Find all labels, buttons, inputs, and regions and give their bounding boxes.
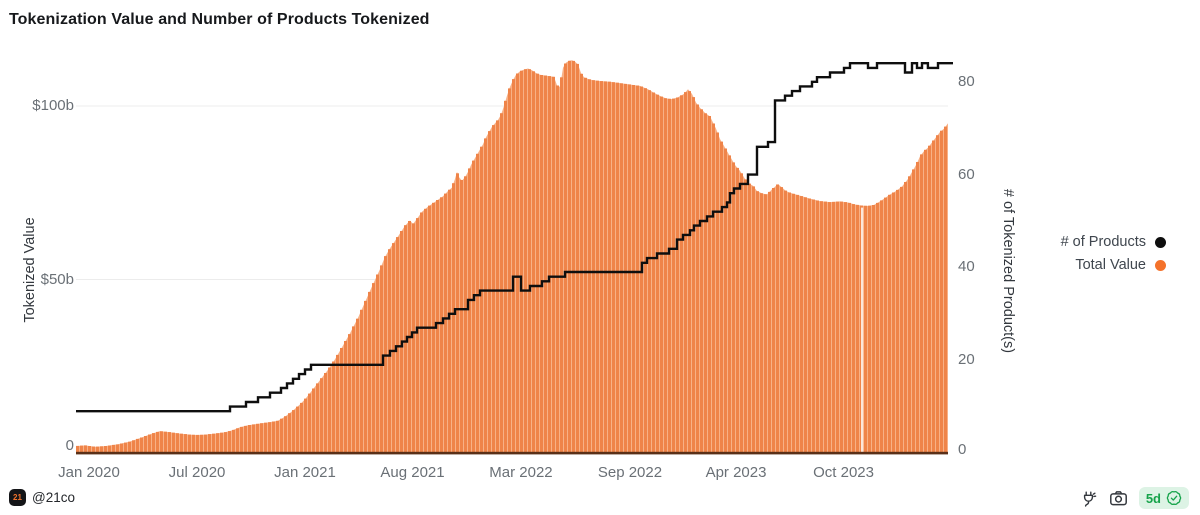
x-axis-tick-label: Oct 2023 xyxy=(813,464,874,481)
left-axis-tick-label: $100b xyxy=(32,97,74,114)
right-axis-tick-label: 20 xyxy=(958,351,975,369)
right-axis-tick-label: 60 xyxy=(958,165,975,183)
x-axis-tick-label: Sep 2022 xyxy=(597,464,663,481)
legend-item-products[interactable]: # of Products xyxy=(1061,234,1166,250)
right-axis-tick-label: 0 xyxy=(958,441,967,458)
legend-label: # of Products xyxy=(1060,234,1146,250)
x-axis-tick-label: Mar 2022 xyxy=(489,464,553,481)
total-value-legend-dot-icon xyxy=(1155,259,1166,271)
plot-area[interactable] xyxy=(76,50,956,457)
x-axis-tick-label: Jan 2020 xyxy=(58,464,120,481)
21co-logo-icon: 21 xyxy=(9,489,26,506)
widget-controls: 5d xyxy=(1079,487,1189,509)
x-axis-tick-label: Jul 2020 xyxy=(168,464,226,481)
page-title: Tokenization Value and Number of Product… xyxy=(9,11,430,28)
products-legend-dot-icon xyxy=(1155,236,1166,248)
legend-label: Total Value xyxy=(1075,257,1146,273)
author-handle[interactable]: @21co xyxy=(32,490,75,505)
x-axis-tick-label: Jan 2021 xyxy=(274,464,336,481)
x-axis-tick-label: Apr 2023 xyxy=(705,464,767,481)
camera-icon[interactable] xyxy=(1109,489,1128,508)
right-axis-title: # of Tokenized Product(s) xyxy=(1000,188,1016,354)
attribution: 21 @21co xyxy=(9,489,75,506)
legend: # of Products Total Value xyxy=(1061,234,1166,273)
freshness-label: 5d xyxy=(1145,490,1161,506)
data-freshness-badge[interactable]: 5d xyxy=(1138,487,1189,509)
legend-item-total-value[interactable]: Total Value xyxy=(1075,257,1166,273)
left-axis-tick-label: $50b xyxy=(40,270,74,288)
right-axis-tick-label: 80 xyxy=(958,72,975,90)
right-axis-tick-label: 40 xyxy=(958,258,975,276)
verified-seal-icon xyxy=(1166,490,1182,506)
x-axis-tick-label: Aug 2021 xyxy=(380,464,445,481)
left-axis-tick-label: 0 xyxy=(65,437,74,454)
plug-icon[interactable] xyxy=(1079,489,1098,508)
